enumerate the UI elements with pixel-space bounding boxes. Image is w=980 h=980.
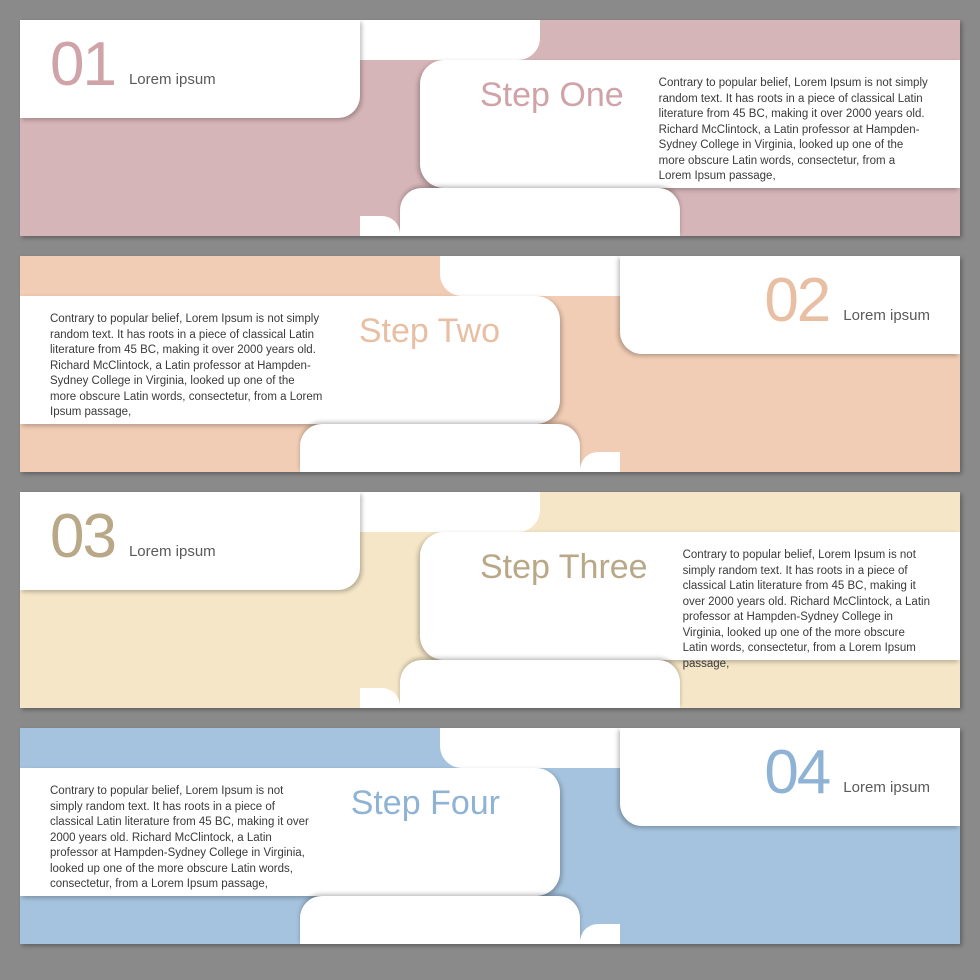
step-pill: Step Three Contrary to popular belief, L… <box>420 532 960 660</box>
step-number: 04 <box>764 742 829 804</box>
number-block: 04 Lorem ipsum <box>620 728 960 826</box>
step-pill: Step Four Contrary to popular belief, Lo… <box>20 768 560 896</box>
step-panel-1: 01 Lorem ipsum Step One Contrary to popu… <box>20 20 960 236</box>
step-panel-3: 03 Lorem ipsum Step Three Contrary to po… <box>20 492 960 708</box>
step-description: Contrary to popular belief, Lorem Ipsum … <box>683 548 930 672</box>
step-description: Contrary to popular belief, Lorem Ipsum … <box>659 76 930 185</box>
bottom-tab <box>300 896 580 944</box>
number-block: 01 Lorem ipsum <box>20 20 360 118</box>
step-number: 01 <box>50 34 115 96</box>
step-pill: Step One Contrary to popular belief, Lor… <box>420 60 960 188</box>
step-number: 02 <box>764 270 829 332</box>
step-subtitle: Lorem ipsum <box>843 307 930 324</box>
step-pill: Step Two Contrary to popular belief, Lor… <box>20 296 560 424</box>
step-description: Contrary to popular belief, Lorem Ipsum … <box>50 312 324 421</box>
step-subtitle: Lorem ipsum <box>129 71 216 88</box>
step-number: 03 <box>50 506 115 568</box>
step-subtitle: Lorem ipsum <box>129 543 216 560</box>
step-panel-4: 04 Lorem ipsum Step Four Contrary to pop… <box>20 728 960 944</box>
step-label: Step Four <box>351 784 500 823</box>
step-subtitle: Lorem ipsum <box>843 779 930 796</box>
number-block: 03 Lorem ipsum <box>20 492 360 590</box>
bottom-tab <box>400 188 680 236</box>
bottom-tab <box>300 424 580 472</box>
bottom-tab <box>400 660 680 708</box>
step-label: Step Two <box>359 312 500 351</box>
step-description: Contrary to popular belief, Lorem Ipsum … <box>50 784 316 893</box>
step-label: Step One <box>480 76 624 115</box>
number-block: 02 Lorem ipsum <box>620 256 960 354</box>
step-label: Step Three <box>480 548 648 587</box>
step-panel-2: 02 Lorem ipsum Step Two Contrary to popu… <box>20 256 960 472</box>
